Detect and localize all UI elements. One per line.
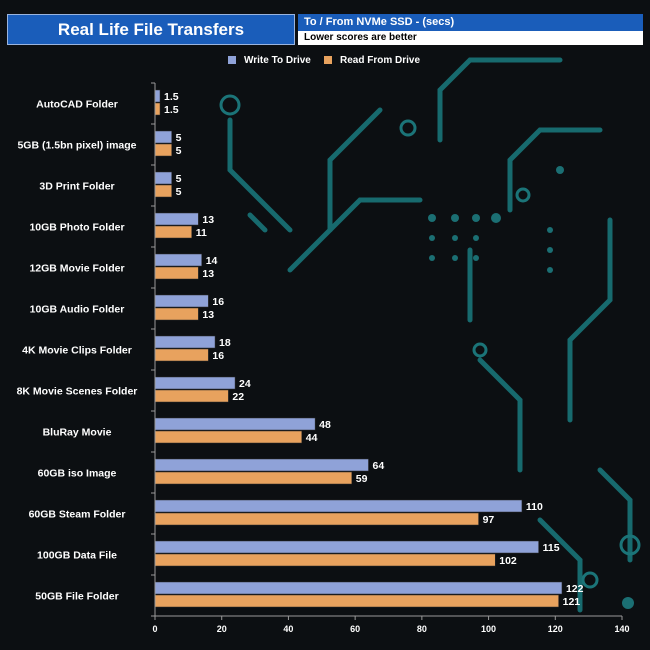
category-label: 60GB Steam Folder: [29, 509, 126, 521]
write-data-label: 5: [176, 132, 182, 144]
read-data-label: 5: [176, 186, 182, 198]
write-bar: [154, 130, 172, 144]
x-tick-label: 60: [350, 624, 360, 634]
legend-label-read: Read From Drive: [340, 54, 421, 66]
legend-item-write: Write To Drive: [228, 53, 311, 67]
write-data-label: 16: [212, 296, 224, 308]
write-bar: [154, 171, 172, 185]
category-label: BluRay Movie: [43, 427, 112, 439]
write-data-label: 122: [566, 583, 584, 595]
x-tick-label: 120: [548, 624, 563, 634]
write-data-label: 14: [206, 255, 218, 267]
category-label: 10GB Photo Folder: [29, 222, 124, 234]
write-data-label: 24: [239, 378, 251, 390]
read-data-label: 13: [202, 268, 214, 280]
chart-subtitle-box: To / From NVMe SSD - (secs) Lower scores…: [298, 14, 643, 45]
write-bar: [154, 294, 209, 308]
write-bar: [154, 417, 316, 431]
read-bar: [154, 307, 199, 321]
read-bar: [154, 102, 161, 116]
read-bar: [154, 184, 172, 198]
category-label: 100GB Data File: [37, 550, 117, 562]
read-bar: [154, 553, 496, 567]
read-data-label: 16: [212, 350, 224, 362]
legend-swatch-write: [228, 56, 236, 64]
x-tick-label: 80: [417, 624, 427, 634]
read-bar: [154, 143, 172, 157]
write-data-label: 115: [543, 542, 560, 554]
read-bar: [154, 594, 559, 608]
read-data-label: 59: [356, 473, 368, 485]
write-data-label: 5: [176, 173, 182, 185]
legend-label-write: Write To Drive: [244, 54, 311, 66]
legend-swatch-read: [324, 56, 332, 64]
category-label: 60GB iso Image: [38, 468, 117, 480]
chart-subtitle: To / From NVMe SSD - (secs): [298, 14, 643, 31]
write-bar: [154, 458, 369, 472]
category-label: 5GB (1.5bn pixel) image: [17, 140, 136, 152]
write-data-label: 18: [219, 337, 231, 349]
chart-title-box: Real Life File Transfers: [7, 14, 295, 45]
read-bar: [154, 225, 192, 239]
write-bar: [154, 376, 236, 390]
write-bar: [154, 540, 539, 554]
legend-item-read: Read From Drive: [324, 53, 420, 67]
category-label: AutoCAD Folder: [36, 99, 118, 111]
category-label: 3D Print Folder: [39, 181, 114, 193]
read-data-label: 97: [483, 514, 495, 526]
read-bar: [154, 348, 209, 362]
read-bar: [154, 266, 199, 280]
write-data-label: 64: [372, 460, 384, 472]
category-label: 12GB Movie Folder: [29, 263, 124, 275]
write-bar: [154, 89, 161, 103]
chart-note: Lower scores are better: [298, 31, 643, 45]
read-data-label: 22: [232, 391, 244, 403]
read-data-label: 13: [202, 309, 214, 321]
write-data-label: 110: [526, 501, 543, 513]
x-tick-label: 40: [283, 624, 293, 634]
x-tick-label: 0: [152, 624, 157, 634]
read-bar: [154, 471, 353, 485]
read-data-label: 5: [176, 145, 182, 157]
category-label: 50GB File Folder: [35, 591, 118, 603]
read-data-label: 102: [499, 555, 517, 567]
read-bar: [154, 512, 479, 526]
write-bar: [154, 212, 199, 226]
chart-title: Real Life File Transfers: [57, 20, 245, 39]
x-tick-label: 20: [217, 624, 227, 634]
category-label: 10GB Audio Folder: [30, 304, 125, 316]
x-tick-label: 100: [481, 624, 496, 634]
read-data-label: 1.5: [164, 104, 179, 116]
write-data-label: 13: [202, 214, 214, 226]
write-bar: [154, 499, 523, 513]
read-bar: [154, 389, 229, 403]
write-bar: [154, 253, 202, 267]
write-bar: [154, 335, 216, 349]
category-label: 8K Movie Scenes Folder: [17, 386, 138, 398]
read-bar: [154, 430, 303, 444]
category-label: 4K Movie Clips Folder: [22, 345, 132, 357]
write-data-label: 1.5: [164, 91, 179, 103]
write-data-label: 48: [319, 419, 331, 431]
read-data-label: 11: [196, 227, 207, 239]
x-tick-label: 140: [614, 624, 629, 634]
read-data-label: 121: [563, 596, 581, 608]
write-bar: [154, 581, 563, 595]
read-data-label: 44: [306, 432, 318, 444]
